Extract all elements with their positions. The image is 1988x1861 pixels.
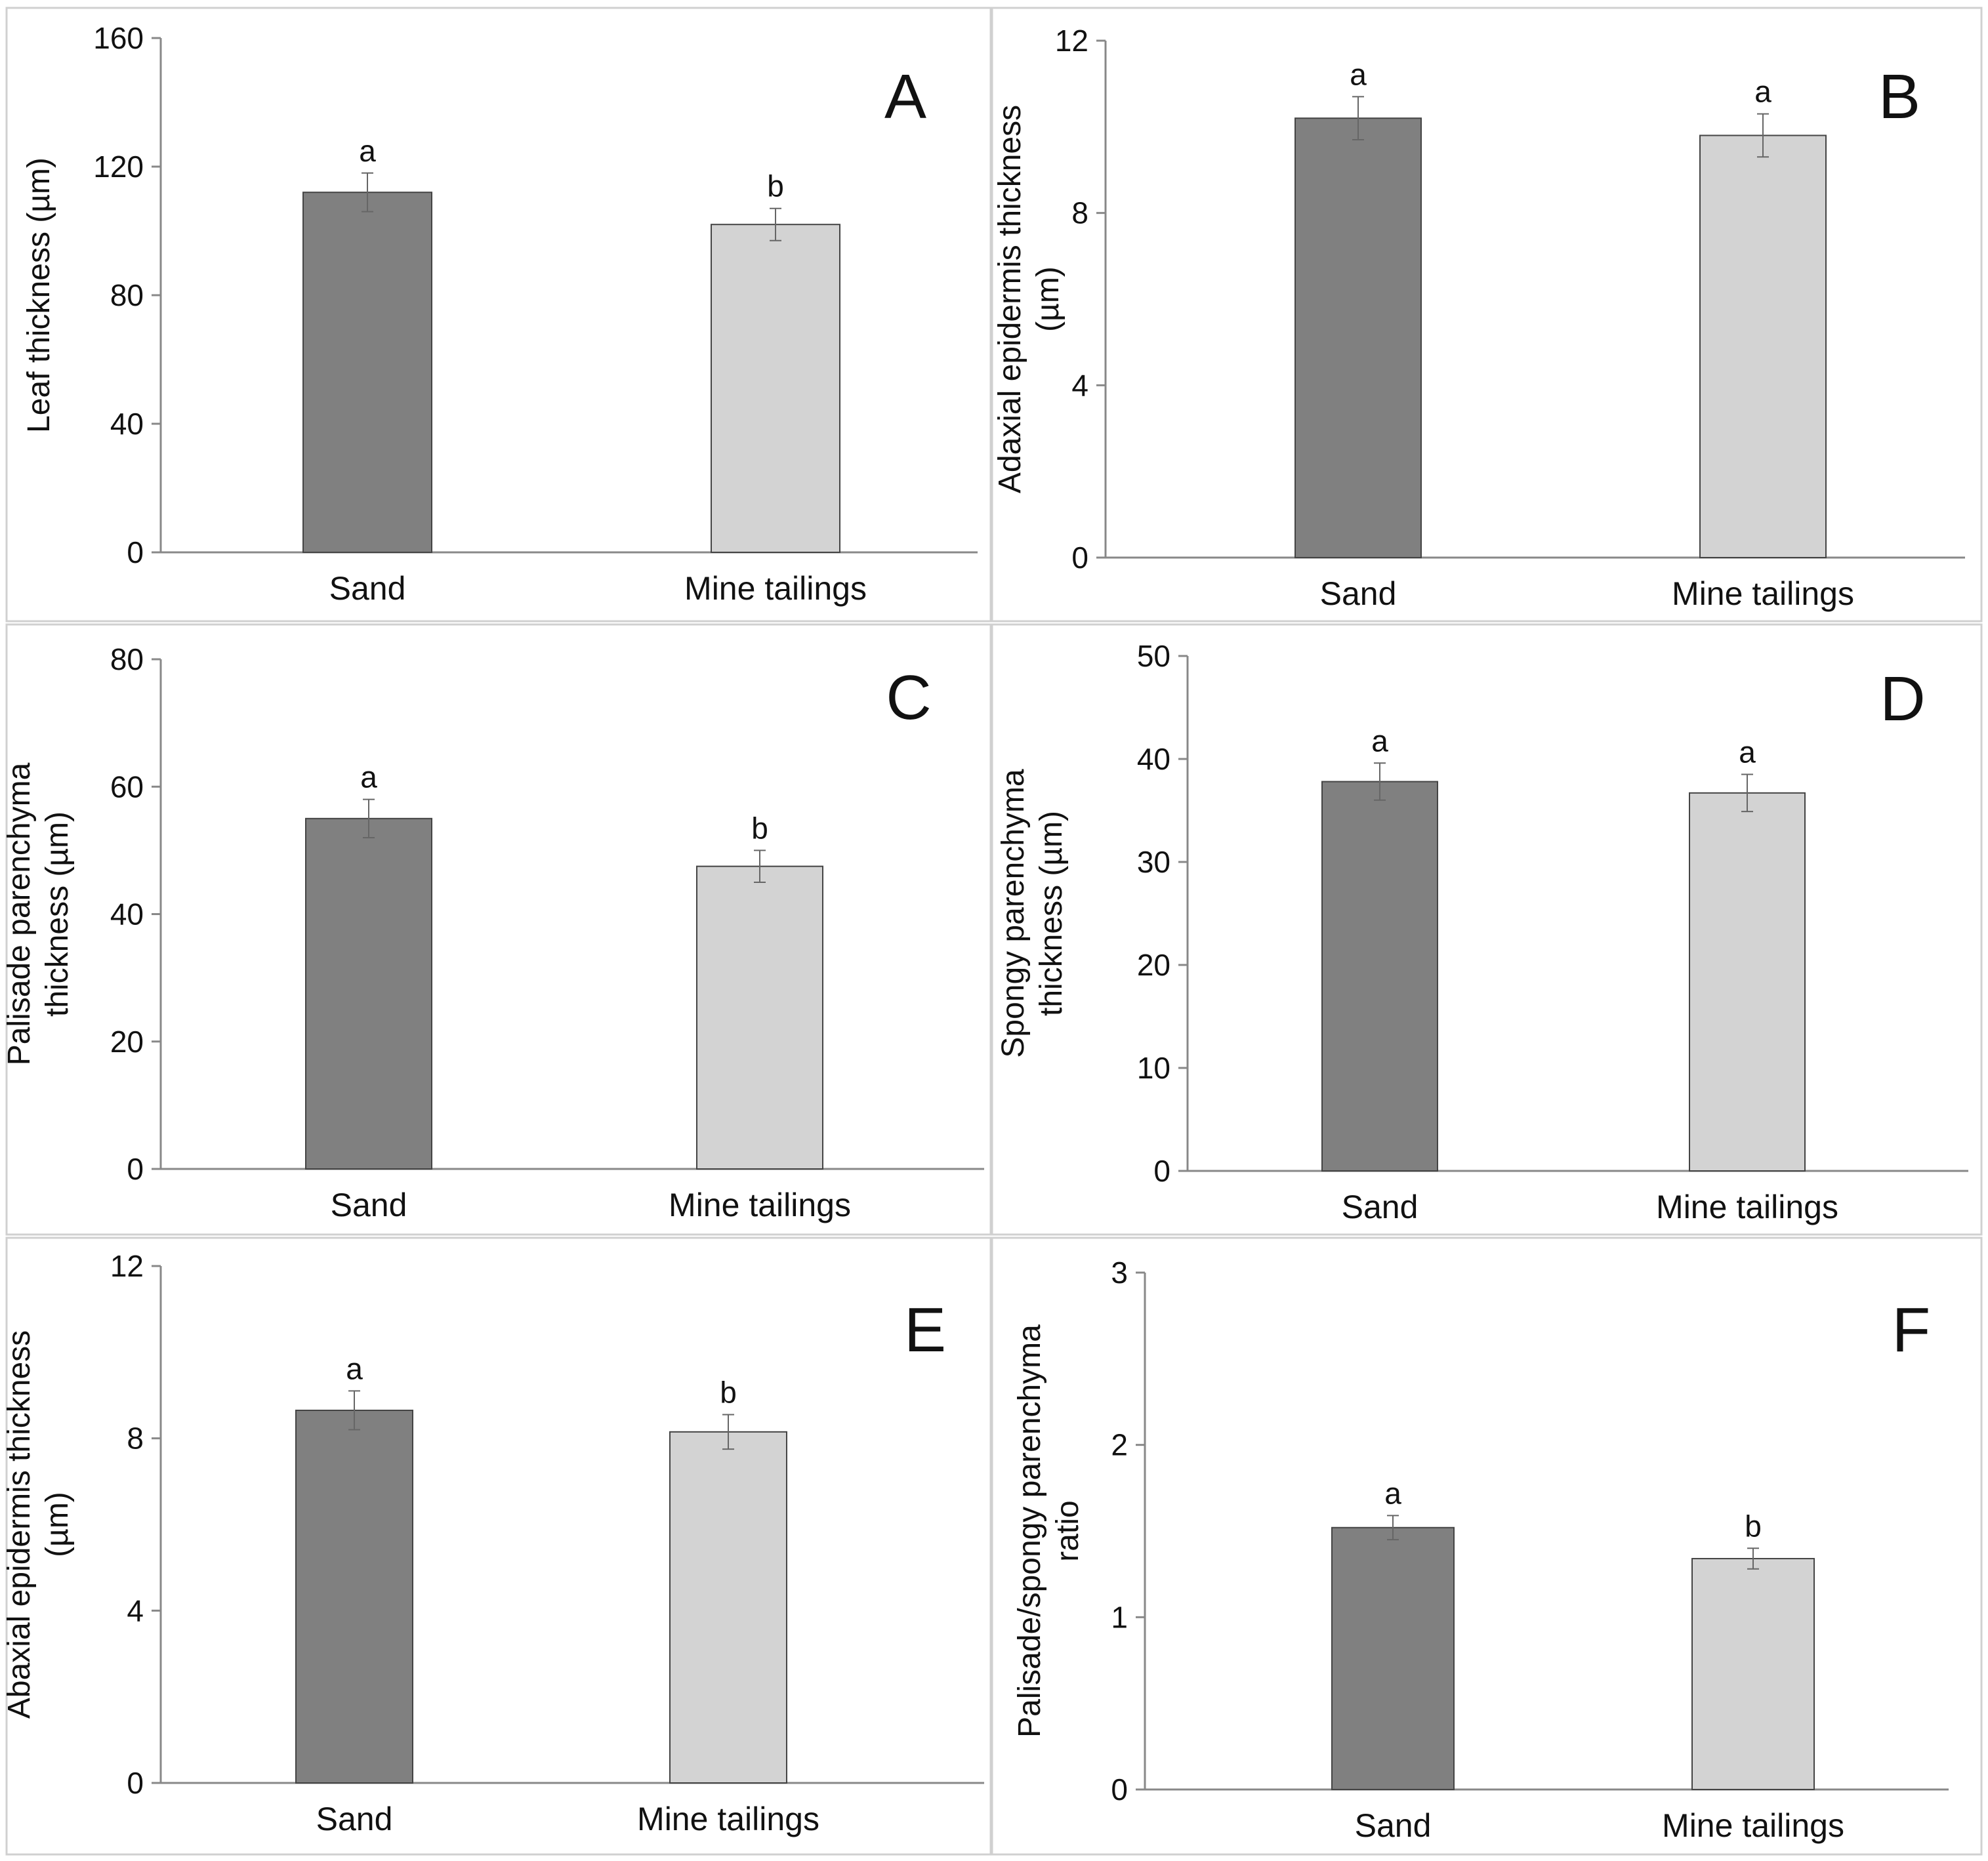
panel-frame	[991, 1237, 1983, 1856]
y-tick-label: 0	[1111, 1772, 1128, 1807]
y-tick-label: 30	[1137, 845, 1170, 879]
y-tick-label: 8	[127, 1421, 144, 1456]
panel-label: D	[1880, 664, 1925, 734]
y-tick-label: 80	[110, 278, 144, 312]
bar-mine-tailings	[669, 1431, 787, 1784]
bar-sand	[1294, 117, 1422, 558]
significance-letter: a	[1384, 1476, 1401, 1510]
panel-a: 0 40 80 120 160 Leaf thickness (µm) a Sand b Mine…	[5, 7, 992, 623]
bar-mine-tailings	[696, 865, 823, 1170]
y-axis-label: Abaxial epidermis thickness	[2, 1330, 37, 1719]
panel-e: 0 4 8 12 Abaxial epidermis thickness (µm) a San…	[2, 1237, 992, 1856]
y-tick-label: 160	[93, 21, 144, 55]
panel-frame	[991, 623, 1983, 1236]
bar-sand	[305, 817, 432, 1170]
panel-frame	[5, 623, 992, 1236]
x-category-label: Mine tailings	[684, 570, 867, 607]
y-axis-label: (µm)	[1031, 266, 1066, 332]
x-category-label: Mine tailings	[1662, 1807, 1844, 1844]
significance-letter: b	[1745, 1509, 1762, 1543]
y-tick-label: 40	[1137, 742, 1170, 776]
panel-label: A	[884, 62, 926, 132]
x-category-label: Sand	[1342, 1189, 1419, 1225]
x-category-label: Mine tailings	[637, 1801, 819, 1837]
y-axis-label: (µm)	[40, 1492, 75, 1557]
significance-letter: a	[1371, 724, 1388, 758]
panel-label: C	[886, 663, 931, 733]
panel-b: 0 4 8 12 Adaxial epidermis thickness (µm) a San…	[991, 7, 1983, 623]
panel-label: F	[1892, 1295, 1931, 1365]
y-axis-label: ratio	[1050, 1500, 1085, 1561]
significance-letter: a	[1739, 735, 1756, 769]
panel-c: 0 20 40 60 80 Palisade parenchyma thickness (µ…	[2, 623, 992, 1236]
y-axis-label: Palisade/spongy parenchyma	[1012, 1324, 1047, 1738]
y-tick-label: 12	[1055, 24, 1088, 58]
bar-mine-tailings	[1689, 792, 1806, 1172]
y-axis-label: Spongy parenchyma	[996, 769, 1031, 1058]
y-tick-label: 0	[1153, 1154, 1170, 1188]
significance-letter: a	[346, 1351, 363, 1385]
panel-label: E	[904, 1295, 946, 1365]
y-tick-label: 60	[110, 769, 144, 804]
y-tick-label: 0	[127, 1152, 144, 1186]
x-category-label: Sand	[1355, 1807, 1432, 1844]
y-tick-label: 0	[127, 535, 144, 569]
y-tick-label: 1	[1111, 1600, 1128, 1634]
y-tick-label: 80	[110, 642, 144, 676]
significance-letter: a	[1754, 75, 1771, 109]
x-category-label: Mine tailings	[669, 1187, 851, 1223]
y-tick-label: 40	[110, 407, 144, 441]
x-category-label: Sand	[331, 1187, 407, 1223]
y-tick-label: 3	[1111, 1256, 1128, 1290]
bar-mine-tailings	[711, 224, 840, 553]
y-tick-label: 4	[127, 1593, 144, 1627]
bar-sand	[295, 1409, 413, 1784]
panel-label: B	[1878, 62, 1920, 132]
panel-f: 0 1 2 3 Palisade/spongy parenchyma ratio a Sand…	[991, 1237, 1983, 1856]
y-axis-label: Adaxial epidermis thickness	[993, 105, 1027, 493]
x-category-label: Sand	[316, 1801, 393, 1837]
y-axis-label: Palisade parenchyma	[2, 762, 37, 1065]
bar-mine-tailings	[1699, 134, 1827, 558]
y-tick-label: 2	[1111, 1428, 1128, 1462]
panel-frame	[5, 1237, 992, 1856]
y-tick-label: 10	[1137, 1051, 1170, 1085]
significance-letter: b	[767, 169, 784, 203]
bar-mine-tailings	[1691, 1558, 1815, 1790]
panel-frame	[991, 7, 1983, 623]
significance-letter: b	[751, 811, 768, 845]
y-tick-label: 20	[1137, 948, 1170, 982]
x-category-label: Sand	[329, 570, 406, 607]
y-tick-label: 40	[110, 897, 144, 931]
bar-sand	[302, 192, 432, 553]
y-axis-label: Leaf thickness (µm)	[22, 157, 56, 433]
x-category-label: Mine tailings	[1656, 1189, 1838, 1225]
y-axis-label: thickness (µm)	[40, 811, 75, 1017]
significance-letter: a	[1350, 57, 1367, 91]
y-tick-label: 0	[1071, 541, 1088, 575]
y-tick-label: 120	[93, 150, 144, 184]
y-tick-label: 50	[1137, 639, 1170, 673]
significance-letter: a	[360, 760, 377, 794]
y-tick-label: 4	[1071, 368, 1088, 402]
y-tick-label: 20	[110, 1025, 144, 1059]
x-category-label: Sand	[1320, 575, 1397, 612]
y-tick-label: 12	[110, 1249, 144, 1283]
significance-letter: a	[359, 134, 376, 168]
y-axis-label: thickness (µm)	[1034, 811, 1069, 1016]
significance-letter: b	[720, 1376, 737, 1410]
panel-d: 0 10 20 30 40 50 Spongy parenchyma thickness (µ…	[991, 623, 1983, 1236]
x-category-label: Mine tailings	[1672, 575, 1854, 612]
panel-frame	[5, 7, 992, 623]
y-tick-label: 0	[127, 1766, 144, 1800]
y-tick-label: 8	[1071, 196, 1088, 230]
bar-sand	[1331, 1526, 1455, 1790]
bar-sand	[1321, 781, 1438, 1172]
